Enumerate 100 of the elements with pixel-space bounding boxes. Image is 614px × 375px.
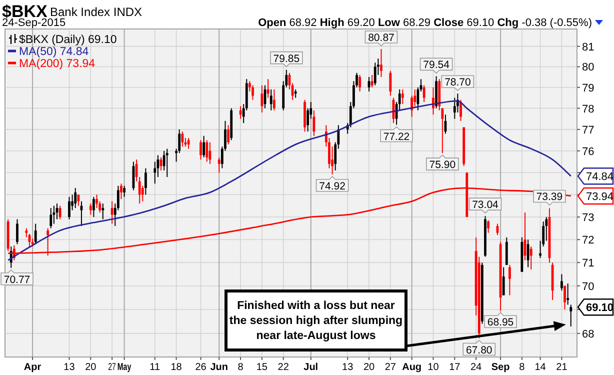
x-tick-label: 21 [556, 362, 568, 373]
x-tick-label: Apr [24, 362, 42, 373]
candlestick [401, 88, 404, 105]
y-tick-label: 70 [582, 280, 594, 293]
candlestick [312, 110, 316, 136]
annotation: 79.54 [423, 59, 450, 72]
candlestick [206, 140, 208, 162]
candlestick [505, 236, 508, 266]
candlestick [374, 62, 376, 86]
y-tick-label: 78 [582, 103, 594, 116]
y-tick-label: 71 [582, 258, 594, 270]
text: Open 68.92 High 69.20 Low 68.29 Close 69.10 Chg -0.38 (-0.55%) [258, 17, 592, 29]
candlestick [89, 203, 92, 216]
x-tick-label: 11 [150, 362, 161, 373]
candlestick [270, 88, 272, 111]
y-tick-label: 76 [582, 146, 594, 158]
candlestick [422, 84, 426, 102]
candlestick [272, 88, 276, 111]
x-tick-label: Jun [210, 362, 228, 373]
candlestick [560, 274, 563, 292]
x-tick-label: 14 [534, 362, 546, 373]
x-tick-label: May [117, 362, 137, 373]
y-tick-label: 73 [582, 212, 594, 224]
annotation: 24-Sep-2015 [2, 17, 66, 29]
x-tick-label: 13 [342, 362, 354, 373]
candlestick [141, 185, 144, 202]
annotation: 77.22 [383, 130, 410, 143]
x-tick-label: 24 [470, 362, 482, 373]
x-tick-label: 27 [384, 362, 396, 373]
annotation: 79.85 [273, 52, 300, 65]
candlestick [50, 208, 52, 229]
x-tick-label: 13 [64, 362, 76, 373]
candlestick [52, 205, 56, 224]
x-tick-label: 8 [519, 362, 526, 373]
x-tick-label: 15 [256, 362, 268, 373]
candlestick [77, 194, 80, 206]
candlestick [460, 99, 462, 122]
candlestick [58, 205, 62, 220]
candlestick [380, 48, 382, 78]
candlestick [508, 264, 511, 296]
candlestick [200, 140, 202, 160]
x-tick-label: Jul [304, 362, 318, 373]
candlestick [68, 196, 70, 220]
candlestick [358, 74, 362, 92]
candlestick [502, 266, 505, 296]
candlestick [389, 70, 392, 96]
candlestick [208, 142, 212, 164]
candlestick [181, 131, 184, 148]
annotation: 75.90 [429, 159, 456, 172]
annotation: 73.04 [472, 199, 499, 212]
x-tick-label: 10 [428, 362, 440, 373]
candlestick [564, 285, 566, 310]
candlestick [526, 239, 530, 268]
candlestick [74, 188, 77, 209]
candlestick [34, 223, 37, 245]
chart-subtitle: Bank Index INDX [50, 5, 142, 19]
annotation: 67.80 [466, 344, 492, 356]
x-tick-label: Aug [402, 362, 422, 373]
candlestick [92, 196, 95, 218]
annotation: 68.95 [487, 316, 514, 329]
candlestick [102, 203, 104, 220]
y-tick-label: 72 [582, 234, 594, 247]
candlestick [260, 84, 264, 113]
annotation: 80.87 [368, 32, 395, 44]
candlestick [570, 304, 572, 327]
candlestick [252, 84, 254, 100]
annotation: Finished with a loss but near the session high after slumping near late-August lows [229, 300, 403, 342]
y-tick-label: 77 [582, 124, 594, 136]
x-tick-label: 17 [449, 362, 461, 373]
candlestick [166, 148, 168, 178]
candlestick [227, 124, 230, 145]
x-tick-label: 26 [195, 362, 207, 373]
x-tick-label: 20 [85, 362, 97, 373]
candlestick [370, 74, 374, 88]
x-tick-label: Sep [491, 362, 510, 373]
candlestick [144, 168, 147, 196]
x-tick-label: 8 [238, 362, 244, 373]
candlestick [202, 135, 206, 158]
candlestick [453, 97, 456, 120]
candlestick [487, 220, 490, 234]
candlestick [123, 185, 126, 198]
y-tick-label: 81 [582, 41, 594, 54]
annotation: 73.39 [536, 191, 563, 204]
candlestick [566, 283, 570, 306]
legend-label: MA(50) 74.84 [19, 46, 90, 58]
candlestick [218, 156, 220, 174]
x-tick-label: 22 [278, 362, 290, 373]
candlestick [96, 194, 98, 209]
legend-label: $BKX (Daily) 69.10 [19, 34, 117, 46]
annotation: 69.10 [586, 302, 614, 314]
annotation: 70.77 [4, 274, 30, 286]
candlestick [266, 78, 270, 98]
candlestick [120, 183, 122, 200]
candlestick [16, 218, 18, 245]
candlestick [25, 228, 28, 238]
y-tick-label: 68 [582, 328, 594, 340]
y-tick-label: 80 [582, 62, 594, 74]
legend-label: MA(200) 73.94 [19, 58, 96, 70]
candlestick [110, 200, 114, 224]
candlestick [432, 86, 434, 116]
